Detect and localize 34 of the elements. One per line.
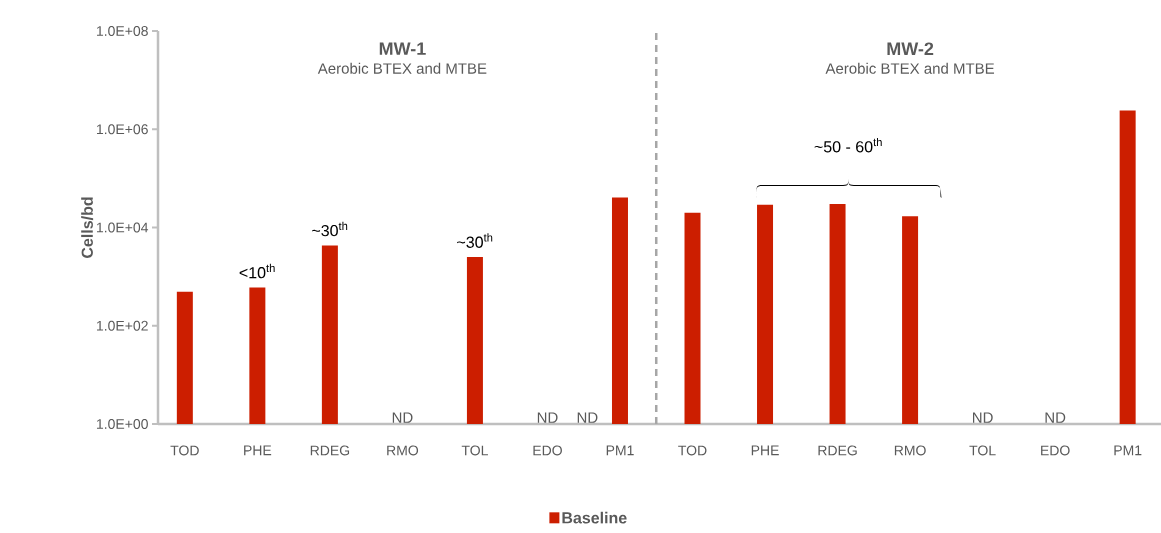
x-tick-label: RDEG bbox=[818, 445, 857, 456]
x-tick-label: RMO bbox=[387, 445, 419, 456]
x-tick-label: PHE bbox=[244, 445, 272, 456]
x-tick-label: TOD bbox=[678, 445, 707, 456]
y-tick-label: 1.0E+00 bbox=[96, 419, 148, 429]
annotation: ~30$^{th}$ bbox=[312, 221, 348, 237]
annotation: MW-1 bbox=[379, 42, 426, 55]
annotation: MW-2 bbox=[887, 42, 934, 55]
x-tick-label: EDO bbox=[533, 445, 562, 456]
x-tick-label: RMO bbox=[894, 445, 926, 456]
text: ND bbox=[537, 412, 558, 423]
annotation: <10$^{th}$ bbox=[239, 263, 275, 279]
x-tick-label: RDEG bbox=[310, 445, 350, 456]
annotation: ND bbox=[577, 412, 598, 423]
x-tick-label: EDO bbox=[1041, 445, 1070, 456]
annotation: Aerobic BTEX and MTBE bbox=[317, 62, 487, 74]
y-tick-label: 1.0E+04 bbox=[96, 222, 149, 233]
y-tick-label: 1.0E+08 bbox=[96, 26, 148, 36]
annotation: Aerobic BTEX and MTBE bbox=[825, 62, 995, 74]
legend-label: Baseline bbox=[562, 511, 627, 524]
x-tick-label: TOD bbox=[170, 445, 199, 456]
x-tick-label: PM1 bbox=[606, 445, 634, 456]
text: ND bbox=[973, 412, 993, 423]
x-tick-label: TOL bbox=[461, 445, 488, 456]
y-tick-label: 1.0E+06 bbox=[96, 124, 148, 135]
x-tick-label: PHE bbox=[751, 445, 779, 456]
y-tick-label: 1.0E+02 bbox=[96, 320, 148, 331]
text: ND bbox=[1045, 412, 1066, 423]
y-axis-title: Cells/bd bbox=[81, 197, 94, 258]
annotation: ~50 - 60$^{th}$ bbox=[814, 137, 882, 153]
annotation: ~30$^{th}$ bbox=[457, 233, 493, 248]
text: ND bbox=[392, 412, 413, 423]
x-tick-label: TOL bbox=[969, 445, 996, 456]
x-tick-label: PM1 bbox=[1114, 445, 1142, 456]
